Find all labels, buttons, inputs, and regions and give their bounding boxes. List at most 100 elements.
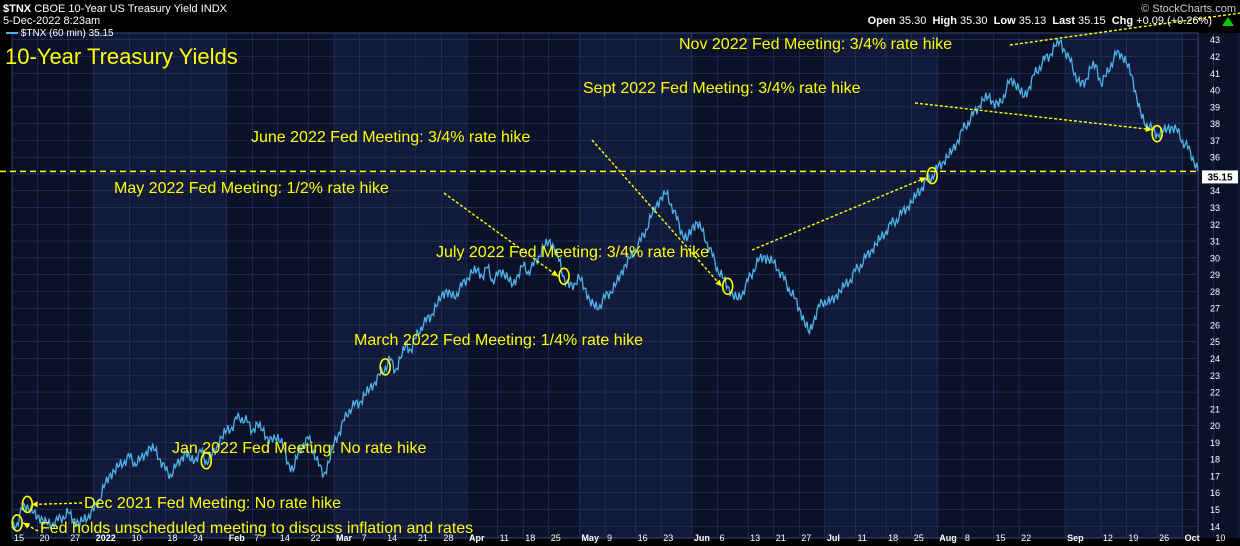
annotation-unscheduled: Fed holds unscheduled meeting to discuss… bbox=[40, 520, 474, 537]
y-tick-label-28: 28 bbox=[1210, 287, 1220, 297]
open-label: Open bbox=[867, 15, 896, 27]
arrow-head-june-2022 bbox=[715, 279, 722, 287]
x-tick-label-24: Jun bbox=[694, 533, 710, 543]
marker-june-2022 bbox=[721, 277, 734, 296]
chart-title: 10-Year Treasury Yields bbox=[5, 44, 238, 69]
y-tick-label-26: 26 bbox=[1210, 320, 1220, 330]
x-tick-label-6: 24 bbox=[193, 533, 203, 543]
last-label: Last bbox=[1052, 15, 1075, 27]
y-tick-label-16: 16 bbox=[1210, 488, 1220, 498]
arrow-head-dec-2021 bbox=[31, 501, 38, 508]
chg-value: +0.09 (+0.26%) bbox=[1136, 15, 1212, 27]
x-tick-label-4: 10 bbox=[132, 533, 142, 543]
arrow-line-may-2022 bbox=[443, 192, 559, 277]
y-tick-label-39: 39 bbox=[1210, 102, 1220, 112]
y-tick-label-31: 31 bbox=[1210, 237, 1220, 247]
month-band-0 bbox=[12, 33, 94, 538]
last-price-tag-text: 35.15 bbox=[1207, 172, 1232, 183]
y-tick-label-36: 36 bbox=[1210, 153, 1220, 163]
high-label: High bbox=[932, 15, 957, 27]
y-tick-label-15: 15 bbox=[1210, 505, 1220, 515]
symbol: $TNX bbox=[3, 3, 32, 15]
y-tick-label-14: 14 bbox=[1210, 522, 1220, 532]
x-tick-label-31: 18 bbox=[888, 533, 898, 543]
y-tick-label-34: 34 bbox=[1210, 186, 1220, 196]
instrument-name: CBOE 10-Year US Treasury Yield bbox=[34, 3, 198, 15]
x-tick-label-17: 11 bbox=[500, 533, 509, 543]
y-tick-label-25: 25 bbox=[1210, 337, 1220, 347]
chg-label: Chg bbox=[1111, 15, 1134, 27]
x-tick-label-42: 10 bbox=[1215, 533, 1225, 543]
y-tick-label-22: 22 bbox=[1210, 388, 1220, 398]
marker-july-2022 bbox=[926, 166, 938, 185]
y-tick-label-29: 29 bbox=[1210, 270, 1220, 280]
month-band-1 bbox=[226, 33, 335, 538]
annotation-july-2022: July 2022 Fed Meeting: 3/4% rate hike bbox=[436, 244, 710, 261]
annotation-may-2022: May 2022 Fed Meeting: 1/2% rate hike bbox=[114, 180, 389, 197]
open-value: 35.30 bbox=[898, 15, 927, 27]
x-tick-label-25: 6 bbox=[719, 533, 724, 543]
x-tick-label-2: 27 bbox=[70, 533, 80, 543]
grid-lines bbox=[11, 33, 1240, 538]
x-tick-label-7: Feb bbox=[229, 533, 246, 543]
y-tick-label-21: 21 bbox=[1210, 404, 1220, 414]
arrow-line-june-2022 bbox=[591, 139, 723, 287]
ohlc-readout: Open 35.30 High 35.30 Low 35.13 Last 35.… bbox=[868, 15, 1212, 27]
x-tick-label-38: 12 bbox=[1103, 533, 1113, 543]
x-tick-label-8: 7 bbox=[254, 533, 259, 543]
x-tick-label-16: Apr bbox=[469, 533, 485, 543]
y-tick-label-40: 40 bbox=[1210, 86, 1220, 96]
y-tick-label-30: 30 bbox=[1210, 253, 1220, 263]
x-tick-label-29: Jul bbox=[827, 533, 840, 543]
arrow-line-july-2022 bbox=[751, 176, 927, 251]
y-tick-label-32: 32 bbox=[1210, 220, 1220, 230]
last-price-tag-box bbox=[1202, 170, 1238, 184]
annotation-june-2022: June 2022 Fed Meeting: 3/4% rate hike bbox=[251, 129, 531, 146]
y-tick-label-20: 20 bbox=[1210, 421, 1220, 431]
y-tick-label-33: 33 bbox=[1210, 203, 1220, 213]
arrow-head-may-2022 bbox=[551, 270, 559, 277]
y-tick-label-38: 38 bbox=[1210, 119, 1220, 129]
x-tick-label-21: 9 bbox=[607, 533, 612, 543]
high-value: 35.30 bbox=[959, 15, 988, 27]
x-axis: 15 20 27 2022 10 18 24 Feb 7 14 22 Mar 7 14 21 28 Apr 11 1… bbox=[14, 533, 1225, 543]
marker-march-2022 bbox=[379, 358, 391, 376]
annotation-march-2022: March 2022 Fed Meeting: 1/4% rate hike bbox=[354, 332, 644, 349]
arrow-head-july-2022 bbox=[919, 177, 927, 183]
month-band-3 bbox=[691, 33, 825, 538]
arrow-head-sept-2022 bbox=[1145, 125, 1153, 132]
watermark: © StockCharts.com bbox=[1141, 3, 1236, 15]
y-tick-label-27: 27 bbox=[1210, 304, 1220, 314]
legend: $TNX (60 min) 35.15 bbox=[6, 28, 114, 39]
x-tick-label-5: 18 bbox=[167, 533, 177, 543]
x-tick-label-30: 11 bbox=[857, 533, 866, 543]
x-tick-label-20: May bbox=[581, 533, 599, 543]
x-tick-label-41: Oct bbox=[1185, 533, 1200, 543]
marker-unscheduled bbox=[11, 514, 23, 532]
x-tick-label-9: 14 bbox=[280, 533, 290, 543]
x-tick-label-3: 2022 bbox=[96, 533, 116, 543]
meeting-markers bbox=[11, 124, 1163, 532]
low-value: 35.13 bbox=[1018, 15, 1047, 27]
exchange: INDX bbox=[200, 3, 227, 15]
x-tick-label-36: 22 bbox=[1021, 533, 1031, 543]
y-tick-label-42: 42 bbox=[1210, 52, 1220, 62]
y-tick-label-19: 19 bbox=[1210, 438, 1220, 448]
x-tick-label-13: 14 bbox=[387, 533, 397, 543]
x-tick-label-1: 20 bbox=[40, 533, 50, 543]
arrow-line-unscheduled bbox=[22, 522, 39, 532]
x-tick-label-39: 19 bbox=[1128, 533, 1138, 543]
last-value: 35.15 bbox=[1078, 15, 1106, 27]
arrow-line-dec-2021 bbox=[31, 502, 83, 506]
month-band-4 bbox=[937, 33, 1066, 538]
marker-jan-2022 bbox=[200, 452, 213, 470]
annotation-dec-2021: Dec 2021 Fed Meeting: No rate hike bbox=[84, 495, 342, 512]
annotation-jan-2022: Jan 2022 Fed Meeting: No rate hike bbox=[172, 440, 427, 457]
marker-sept-2022 bbox=[1151, 124, 1163, 143]
x-tick-label-32: 25 bbox=[914, 533, 924, 543]
y-tick-label-18: 18 bbox=[1210, 455, 1220, 465]
y-tick-label-17: 17 bbox=[1210, 471, 1220, 481]
x-tick-label-11: Mar bbox=[336, 533, 353, 543]
month-band-5 bbox=[1182, 33, 1240, 538]
